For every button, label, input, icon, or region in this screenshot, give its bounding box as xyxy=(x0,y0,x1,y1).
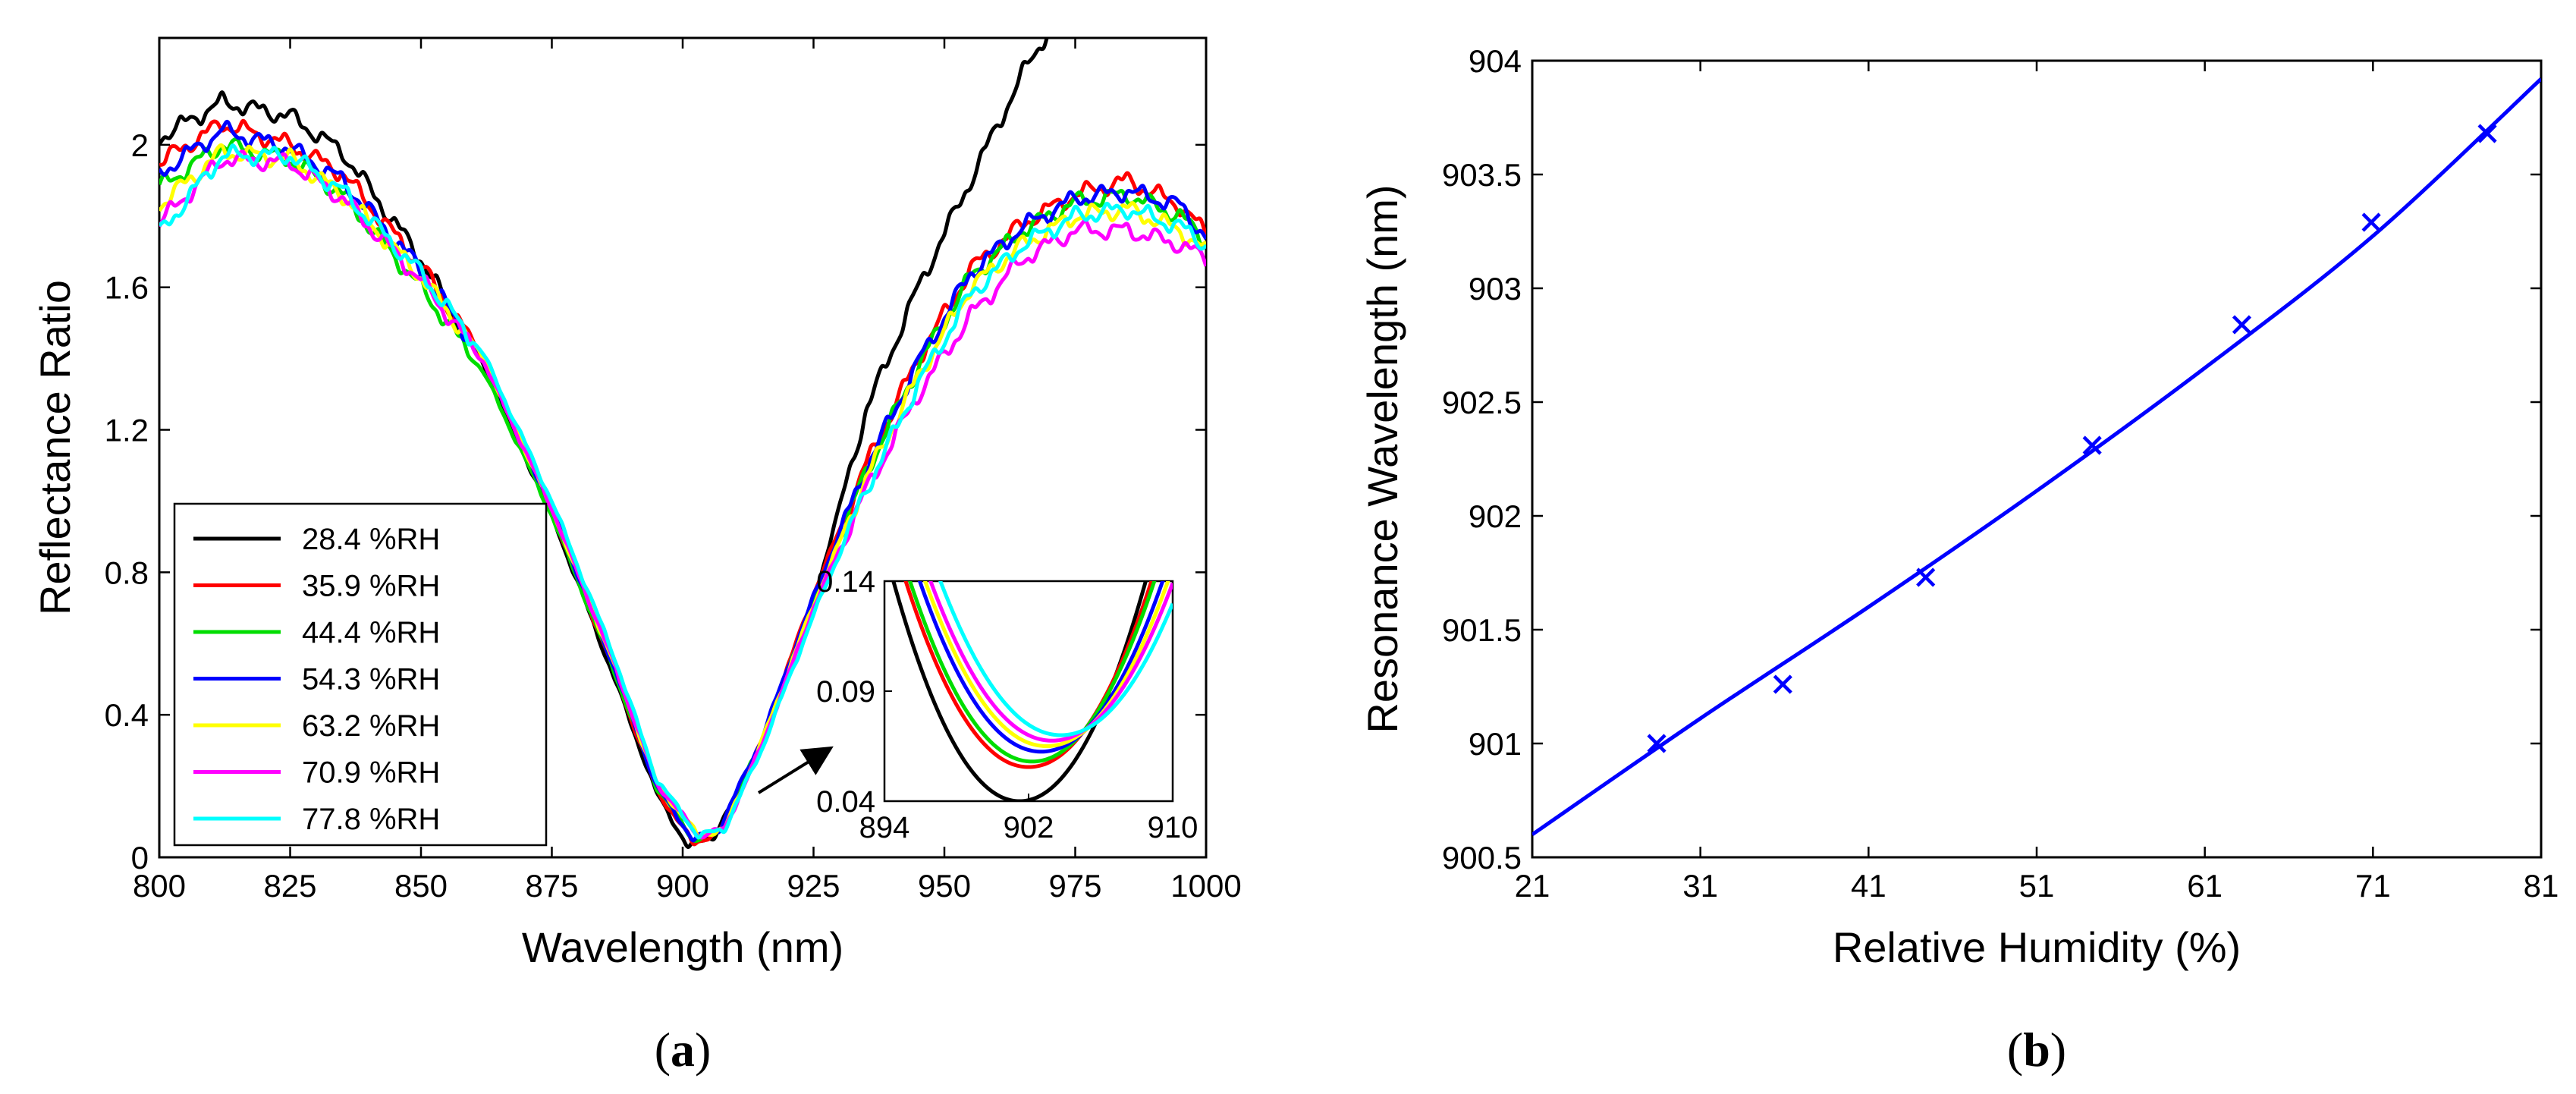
panel-a-xtick-label: 900 xyxy=(656,868,709,904)
panel-a-xtick-label: 875 xyxy=(525,868,578,904)
data-point xyxy=(2082,435,2102,455)
inset-arrow xyxy=(757,746,834,794)
panel-b-lines xyxy=(1532,77,2541,837)
inset-ytick-label: 0.14 xyxy=(816,565,875,599)
legend-label: 54.3 %RH xyxy=(302,663,440,696)
panel-a-lines xyxy=(159,38,1206,849)
panel-b-xtick-label: 41 xyxy=(1851,868,1886,904)
data-point xyxy=(1916,567,1936,587)
legend-label: 28.4 %RH xyxy=(302,523,440,556)
panel-b-xlabel: Relative Humidity (%) xyxy=(1833,923,2241,971)
panel-b-xtick-label: 31 xyxy=(1682,868,1718,904)
inset-ytick-label: 0.04 xyxy=(816,785,875,819)
panel-b-ytick-label: 904 xyxy=(1469,43,1522,79)
inset-curve xyxy=(928,581,1173,743)
inset-curve xyxy=(938,581,1173,737)
legend-label: 77.8 %RH xyxy=(302,803,440,836)
panel-a-xtick-label: 800 xyxy=(133,868,186,904)
panel-b-xtick-label: 21 xyxy=(1515,868,1550,904)
inset-ytick-label: 0.09 xyxy=(816,675,875,709)
panel-b-ytick-label: 901.5 xyxy=(1442,612,1522,648)
panel-a-xtick-label: 850 xyxy=(394,868,448,904)
panel-a-legend: 28.4 %RH 35.9 %RH 44.4 %RH 54.3 %RH 63.2 %RH… xyxy=(173,502,548,847)
legend-label: 63.2 %RH xyxy=(302,709,440,743)
panel-a-ticks: 800 825 850 875 900 925 950 975 1000 0 0.4 0.8 1.2 1.… xyxy=(105,38,1242,904)
panel-b-ytick-label: 900.5 xyxy=(1442,840,1522,876)
inset-curve xyxy=(917,581,1165,754)
data-point xyxy=(2361,212,2381,232)
panel-b-xtick-label: 51 xyxy=(2019,868,2055,904)
panel-b-axes-box xyxy=(1531,59,2543,859)
panel-b-ytick-label: 903 xyxy=(1469,271,1522,307)
panel-a-xtick-label: 925 xyxy=(787,868,840,904)
series-line-77-8 xyxy=(159,143,1206,840)
inset-curve xyxy=(903,581,1154,769)
panel-a-ytick-label: 0.8 xyxy=(105,555,149,590)
data-point xyxy=(1647,734,1667,753)
inset-xtick-label: 894 xyxy=(859,811,910,844)
data-point xyxy=(2232,315,2252,335)
panel-b: 21 31 41 51 61 71 81 900.5 901 901.5 902 902.5 903 90… xyxy=(1359,43,2559,971)
panel-a-inset: 894 902 910 0.04 0.09 0.14 xyxy=(816,565,1198,844)
inset-curve xyxy=(908,581,1157,764)
fit-line xyxy=(1532,77,2541,837)
panel-b-ytick-label: 903.5 xyxy=(1442,157,1522,193)
data-point xyxy=(2477,124,2497,143)
panel-a-ylabel: Reflectance Ratio xyxy=(31,280,79,615)
legend-label: 44.4 %RH xyxy=(302,616,440,649)
panel-a-ytick-label: 2 xyxy=(131,127,149,163)
data-point xyxy=(1773,674,1792,694)
panel-b-ytick-label: 901 xyxy=(1469,726,1522,762)
panel-b-ylabel: Resonance Wavelength (nm) xyxy=(1359,184,1406,733)
panel-a-ytick-label: 0.4 xyxy=(105,697,149,733)
panel-a-ytick-label: 1.2 xyxy=(105,413,149,448)
panel-a-xlabel: Wavelength (nm) xyxy=(522,923,843,971)
inset-xtick-label: 902 xyxy=(1004,811,1054,844)
inset-curve xyxy=(922,581,1170,749)
panel-a-ytick-label: 1.6 xyxy=(105,270,149,306)
series-line-54-3 xyxy=(159,119,1206,843)
panel-a: 800 825 850 875 900 925 950 975 1000 0 0.4 0.8 1.2 1.… xyxy=(31,36,1242,971)
panel-a-xtick-label: 1000 xyxy=(1170,868,1241,904)
panel-b-ytick-label: 902.5 xyxy=(1442,385,1522,420)
panel-a-xtick-label: 975 xyxy=(1048,868,1101,904)
panel-b-xtick-label: 61 xyxy=(2187,868,2223,904)
panel-b-xtick-label: 81 xyxy=(2524,868,2559,904)
panel-a-xtick-label: 825 xyxy=(263,868,316,904)
panel-b-xtick-label: 71 xyxy=(2355,868,2391,904)
panel-a-legend-box xyxy=(173,502,548,847)
caption-a: (a) xyxy=(655,1023,712,1077)
panel-b-ytick-label: 902 xyxy=(1469,498,1522,534)
caption-b: (b) xyxy=(2007,1023,2066,1077)
panel-b-ticks: 21 31 41 51 61 71 81 900.5 901 901.5 902 902.5 903 90… xyxy=(1442,43,2559,904)
panel-b-points xyxy=(1647,124,2497,753)
inset-xtick-label: 910 xyxy=(1148,811,1198,844)
panel-a-xtick-label: 950 xyxy=(918,868,971,904)
panel-a-ytick-label: 0 xyxy=(131,840,149,876)
legend-label: 35.9 %RH xyxy=(302,570,440,603)
legend-label: 70.9 %RH xyxy=(302,756,440,790)
